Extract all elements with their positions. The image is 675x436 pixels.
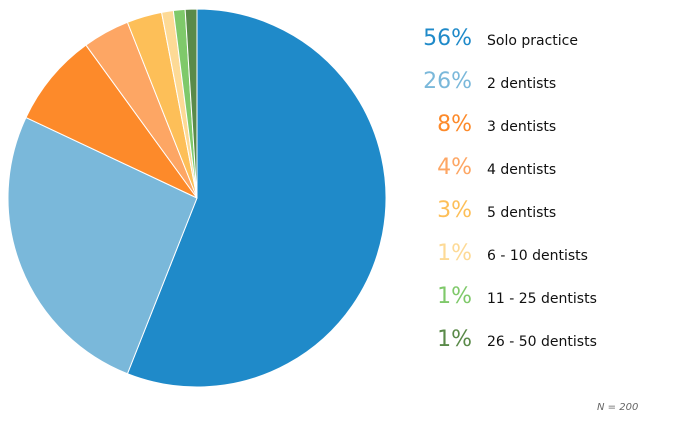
legend-percent: 26%	[423, 69, 472, 94]
legend-item: 4% 4 dentists	[410, 151, 670, 187]
legend-label: 2 dentists	[487, 76, 557, 92]
sample-size-note: N = 200	[597, 402, 639, 413]
legend-percent: 1%	[437, 327, 472, 352]
legend-item: 1% 6 - 10 dentists	[410, 237, 670, 273]
legend-item: 26% 2 dentists	[410, 65, 670, 101]
pie-chart	[7, 8, 387, 388]
legend-label: 6 - 10 dentists	[487, 248, 588, 264]
legend-label: 11 - 25 dentists	[487, 291, 597, 307]
legend-item: 56% Solo practice	[410, 22, 670, 58]
pie-slice-1	[7, 116, 198, 375]
legend-percent: 4%	[437, 155, 472, 180]
legend-label: 3 dentists	[487, 119, 557, 135]
legend-percent: 3%	[437, 198, 472, 223]
legend-item: 8% 3 dentists	[410, 108, 670, 144]
legend-percent: 1%	[437, 284, 472, 309]
pie-slice-2	[25, 44, 198, 199]
legend-label: 4 dentists	[487, 162, 557, 178]
legend-label: 5 dentists	[487, 205, 557, 221]
legend-label: 26 - 50 dentists	[487, 334, 597, 350]
legend-item: 1% 26 - 50 dentists	[410, 323, 670, 359]
legend-percent: 56%	[423, 26, 472, 51]
legend-label: Solo practice	[487, 33, 578, 49]
legend-item: 1% 11 - 25 dentists	[410, 280, 670, 316]
pie-slice-7	[184, 8, 198, 199]
legend-percent: 8%	[437, 112, 472, 137]
legend-item: 3% 5 dentists	[410, 194, 670, 230]
legend-percent: 1%	[437, 241, 472, 266]
pie-slice-0	[126, 8, 387, 388]
